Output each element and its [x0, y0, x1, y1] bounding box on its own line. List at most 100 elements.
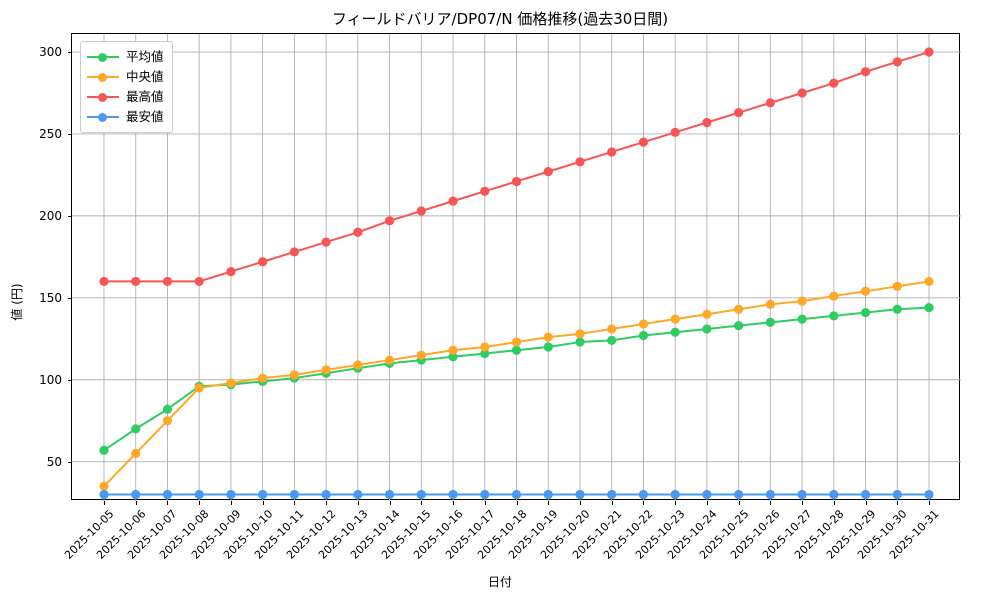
- data-point: [194, 489, 204, 500]
- x-tick-mark: [326, 501, 328, 505]
- x-tick-mark: [262, 501, 264, 505]
- data-point: [924, 489, 934, 500]
- plot-area: 平均値 中央値 最高値 最安: [39, 33, 961, 562]
- data-point: [226, 489, 236, 500]
- gridlines: [72, 34, 961, 501]
- x-tick-mark: [516, 501, 518, 505]
- data-point: [797, 296, 807, 306]
- y-tick-mark: [68, 133, 72, 135]
- data-point: [480, 348, 490, 359]
- legend-swatch-median: [87, 70, 119, 84]
- x-axis-label: 日付: [487, 575, 512, 589]
- data-point: [353, 489, 363, 500]
- data-point: [638, 137, 649, 147]
- data-point: [448, 345, 458, 355]
- y-tick-mark: [68, 297, 72, 299]
- data-point: [829, 291, 839, 301]
- x-tick-mark: [135, 501, 137, 505]
- legend-label-average: 平均値: [126, 49, 164, 64]
- x-tick-mark: [357, 501, 359, 505]
- data-point: [543, 342, 553, 352]
- y-tick-label: 300: [39, 45, 62, 60]
- legend-swatch-max: [87, 90, 119, 104]
- data-point: [131, 448, 141, 459]
- data-point: [765, 98, 775, 108]
- chart-title: フィールドバリア/DP07/N 価格推移(過去30日間): [331, 10, 669, 28]
- data-point: [511, 337, 522, 347]
- x-tick-mark: [579, 501, 581, 505]
- x-tick-mark: [770, 501, 772, 505]
- data-point: [924, 276, 934, 287]
- data-point: [162, 416, 173, 426]
- data-point: [860, 489, 871, 500]
- data-point: [258, 373, 268, 383]
- y-tick-mark: [68, 379, 72, 381]
- data-point: [511, 489, 522, 500]
- data-point: [892, 489, 902, 500]
- data-point: [829, 489, 839, 500]
- data-point: [638, 319, 649, 329]
- data-point: [416, 350, 426, 360]
- data-point: [258, 257, 268, 267]
- data-point: [480, 186, 490, 196]
- data-point: [289, 247, 299, 257]
- data-point: [226, 266, 236, 277]
- data-point: [99, 445, 109, 455]
- x-tick-mark: [484, 501, 486, 505]
- data-point: [575, 489, 585, 500]
- data-point: [670, 314, 680, 324]
- data-point: [607, 335, 617, 346]
- data-point: [289, 489, 299, 500]
- data-point: [99, 489, 109, 500]
- data-point: [416, 489, 426, 500]
- data-point: [670, 327, 680, 337]
- data-point: [607, 324, 617, 334]
- data-point: [321, 489, 331, 500]
- legend-item-average: 平均値: [87, 47, 164, 67]
- data-point: [734, 489, 744, 500]
- data-point: [892, 304, 902, 314]
- data-point: [258, 489, 268, 500]
- legend-item-max: 最高値: [87, 87, 164, 107]
- data-point: [226, 378, 236, 388]
- data-point: [765, 317, 775, 327]
- x-tick-mark: [548, 501, 550, 505]
- x-tick-mark: [389, 501, 391, 505]
- data-point: [702, 117, 712, 128]
- x-tick-mark: [802, 501, 804, 505]
- x-tick-mark: [421, 501, 423, 505]
- plot-svg: [72, 34, 961, 501]
- data-point: [924, 303, 934, 313]
- data-point: [131, 424, 141, 434]
- y-tick-label: 100: [39, 372, 62, 387]
- chart-legend: 平均値 中央値 最高値 最安: [80, 41, 173, 133]
- legend-label-max: 最高値: [126, 89, 164, 104]
- data-point: [924, 47, 934, 57]
- data-point: [702, 324, 712, 334]
- data-point: [638, 330, 649, 341]
- data-point: [480, 342, 490, 352]
- x-tick-mark: [167, 501, 169, 505]
- data-point: [384, 355, 395, 365]
- x-tick-mark: [199, 501, 201, 505]
- legend-swatch-average: [87, 50, 119, 64]
- data-point: [543, 167, 553, 177]
- data-point: [829, 311, 839, 321]
- x-tick-mark: [897, 501, 899, 505]
- data-point: [607, 489, 617, 500]
- data-point: [543, 489, 553, 500]
- y-tick-mark: [68, 52, 72, 54]
- data-point: [448, 352, 458, 362]
- y-tick-mark: [68, 215, 72, 217]
- data-point: [892, 57, 902, 67]
- data-point: [575, 337, 585, 347]
- data-point: [734, 108, 744, 118]
- data-point: [384, 216, 395, 226]
- data-point: [162, 276, 173, 287]
- data-point: [162, 404, 173, 414]
- legend-label-min: 最安値: [126, 109, 164, 124]
- data-point: [448, 489, 458, 500]
- data-point: [448, 196, 458, 206]
- data-point: [765, 489, 775, 500]
